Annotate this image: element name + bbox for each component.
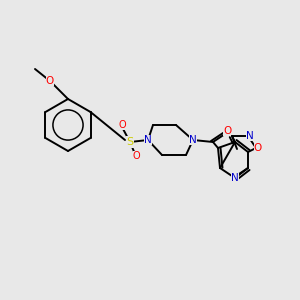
FancyBboxPatch shape xyxy=(246,130,254,141)
FancyBboxPatch shape xyxy=(254,142,262,153)
Text: N: N xyxy=(144,135,152,145)
Text: N: N xyxy=(231,173,239,183)
FancyBboxPatch shape xyxy=(133,151,140,161)
Text: O: O xyxy=(132,151,140,161)
Text: N: N xyxy=(246,131,254,141)
Text: O: O xyxy=(46,76,54,86)
FancyBboxPatch shape xyxy=(189,135,197,146)
FancyBboxPatch shape xyxy=(231,172,239,183)
FancyBboxPatch shape xyxy=(126,136,134,148)
Text: O: O xyxy=(118,120,126,130)
FancyBboxPatch shape xyxy=(224,126,231,136)
FancyBboxPatch shape xyxy=(46,76,54,86)
Text: S: S xyxy=(126,137,134,147)
FancyBboxPatch shape xyxy=(118,120,125,130)
Text: N: N xyxy=(189,135,197,145)
Text: O: O xyxy=(254,143,262,153)
Text: O: O xyxy=(223,126,231,136)
FancyBboxPatch shape xyxy=(144,135,152,146)
